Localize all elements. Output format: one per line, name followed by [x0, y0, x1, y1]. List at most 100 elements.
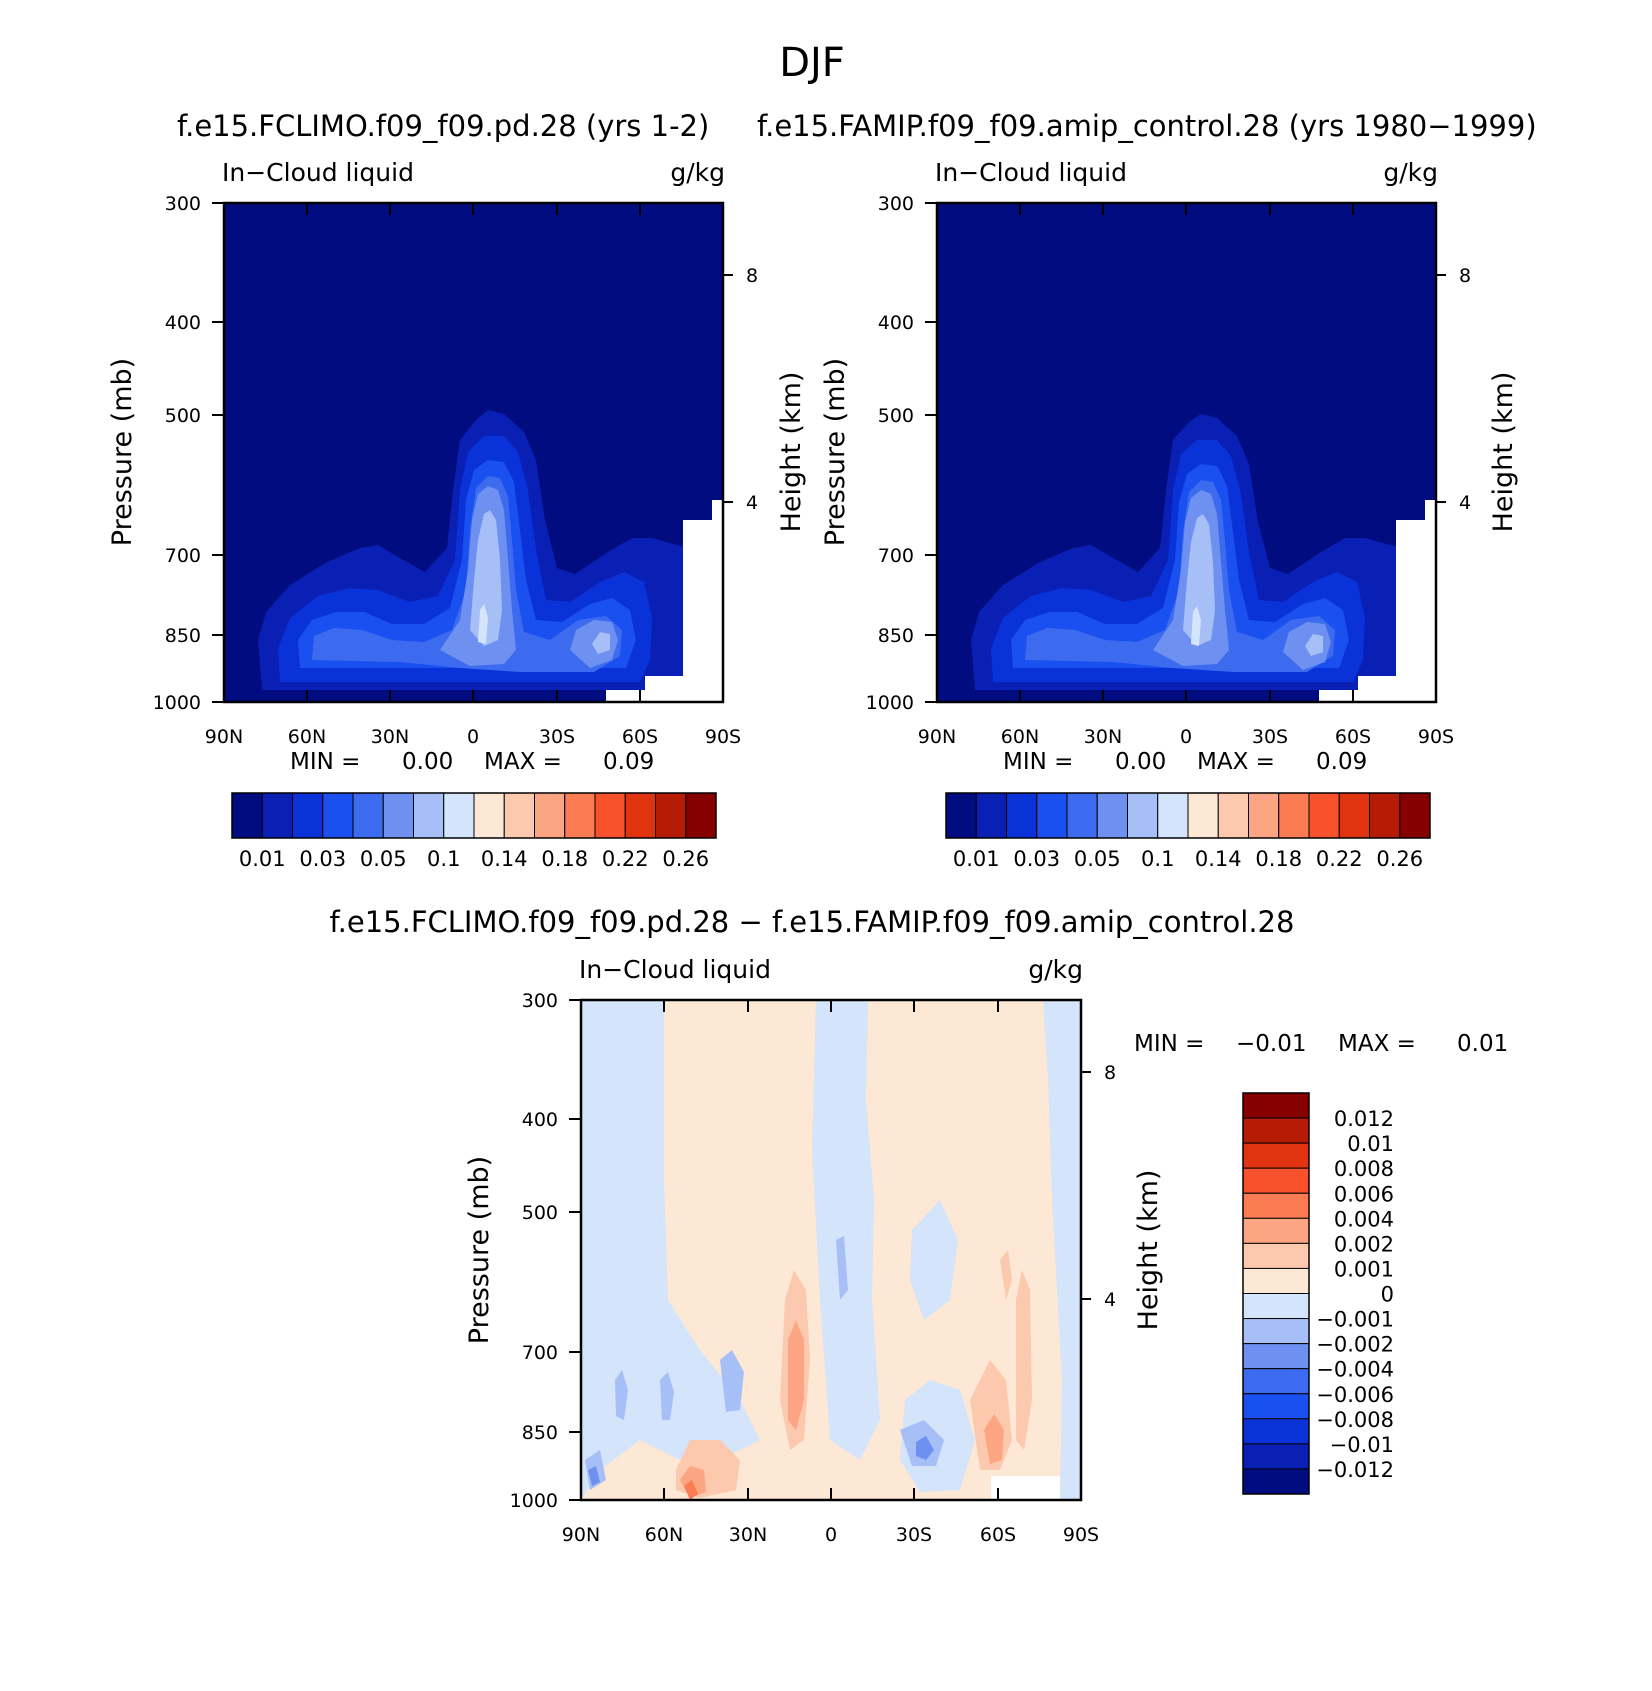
- colorbar-swatch: [261, 792, 293, 839]
- panel-a-title: f.e15.FCLIMO.f09_f09.pd.28 (yrs 1-2): [177, 109, 709, 143]
- panel-c-tick-marks: [569, 999, 1091, 1501]
- colorbar-label: 0.006: [1334, 1182, 1394, 1206]
- colorbar-swatch: [443, 792, 475, 839]
- panel-c-y-tick: 700: [522, 1342, 558, 1364]
- colorbar-label: 0.002: [1334, 1232, 1394, 1256]
- panel-a-x-tick: 90S: [705, 726, 741, 748]
- panel-a-y-tick: 500: [165, 405, 201, 427]
- panel-c-colorbar: 0.0120.010.0080.0060.0040.0020.0010−0.00…: [1242, 1092, 1394, 1495]
- panel-a: In−Cloud liquid g/kg 90N 60N 30N 0 30S: [107, 158, 807, 871]
- panel-b-title: f.e15.FAMIP.f09_f09.amip_control.28 (yrs…: [757, 109, 1537, 143]
- colorbar-label: 0.14: [481, 847, 528, 871]
- panel-b-y-tick: 1000: [866, 692, 914, 714]
- colorbar-swatch: [1066, 792, 1098, 839]
- panel-c-variable: In−Cloud liquid: [579, 955, 771, 984]
- panel-c-units: g/kg: [1028, 955, 1083, 984]
- panel-c-y-tick: 300: [522, 990, 558, 1012]
- colorbar-swatch: [1127, 792, 1159, 839]
- panel-c-min-value: −0.01: [1236, 1031, 1306, 1057]
- panel-a-minmax: MIN = 0.00 MAX = 0.09: [290, 749, 654, 775]
- colorbar-swatch: [1242, 1142, 1310, 1169]
- colorbar-swatch: [1242, 1293, 1310, 1320]
- colorbar-swatch: [975, 792, 1007, 839]
- colorbar-label: −0.01: [1330, 1433, 1394, 1457]
- panel-c-height-tick-labels: 8 4: [1104, 1062, 1116, 1311]
- panel-c-x-tick: 60N: [645, 1524, 683, 1546]
- panel-a-height-tick-labels: 8 4: [746, 265, 758, 514]
- panel-b-y-tick-labels: 300 400 500 700 850 1000: [866, 193, 914, 714]
- panel-b-missing-data-mask: [1319, 500, 1436, 702]
- colorbar-swatch: [655, 792, 687, 839]
- panel-b-x-tick: 30S: [1252, 726, 1288, 748]
- panel-b-field: [937, 203, 1436, 702]
- colorbar-swatch: [1242, 1443, 1310, 1470]
- panel-c-title: f.e15.FCLIMO.f09_f09.pd.28 − f.e15.FAMIP…: [330, 905, 1295, 939]
- colorbar-label: −0.004: [1316, 1358, 1394, 1382]
- panel-b-height-tick: 4: [1459, 492, 1471, 514]
- colorbar-swatch: [382, 792, 414, 839]
- panel-a-y-tick: 400: [165, 312, 201, 334]
- panel-a-y-tick: 700: [165, 545, 201, 567]
- colorbar-swatch: [1242, 1393, 1310, 1420]
- colorbar-label: 0.18: [541, 847, 588, 871]
- panel-c-x-tick-labels: 90N 60N 30N 0 30S 60S 90S: [562, 1524, 1099, 1546]
- colorbar-label: −0.001: [1316, 1308, 1394, 1332]
- colorbar-swatch: [473, 792, 505, 839]
- colorbar-label: 0.05: [360, 847, 407, 871]
- panel-c-x-tick: 90S: [1063, 1524, 1099, 1546]
- panel-c-positive-blobs-level-2: [676, 1250, 1032, 1498]
- colorbar-swatch: [685, 792, 717, 839]
- colorbar-frame: [945, 792, 1431, 839]
- panel-a-contour-level-3: [298, 460, 636, 668]
- colorbar-swatch: [1242, 1318, 1310, 1345]
- colorbar-label: 0.001: [1334, 1257, 1394, 1281]
- colorbar-swatch: [1278, 792, 1310, 839]
- colorbar-frame: [231, 792, 717, 839]
- page-title: DJF: [779, 40, 845, 86]
- colorbar-label: 0.01: [239, 847, 286, 871]
- panel-a-variable: In−Cloud liquid: [222, 158, 414, 187]
- panel-a-x-tick: 90N: [205, 726, 243, 748]
- colorbar-swatch: [1242, 1368, 1310, 1395]
- colorbar-swatch: [1157, 792, 1189, 839]
- colorbar-label: 0.22: [1316, 847, 1363, 871]
- panel-a-max-value: 0.09: [603, 749, 654, 775]
- colorbar-swatch: [322, 792, 354, 839]
- panel-b-max-label: MAX =: [1197, 749, 1275, 775]
- colorbar-label: 0.1: [1141, 847, 1174, 871]
- panel-b-x-tick: 30N: [1084, 726, 1122, 748]
- colorbar-label: 0.03: [1013, 847, 1060, 871]
- panel-a-y-tick: 850: [165, 625, 201, 647]
- panel-c-negative-band-west: [581, 1000, 760, 1500]
- panel-b-x-tick: 90S: [1418, 726, 1454, 748]
- colorbar-swatch: [1036, 792, 1068, 839]
- colorbar-swatch: [1217, 792, 1249, 839]
- panel-c-height-tick: 8: [1104, 1062, 1116, 1084]
- colorbar-swatch: [1242, 1343, 1310, 1370]
- panel-b-min-value: 0.00: [1115, 749, 1166, 775]
- colorbar-label: 0.01: [953, 847, 1000, 871]
- colorbar-swatch: [1242, 1267, 1310, 1294]
- panel-a-height-tick: 4: [746, 492, 758, 514]
- panel-c-minmax: MIN = −0.01 MAX = 0.01: [1134, 1031, 1508, 1057]
- panel-a-x-tick: 30S: [539, 726, 575, 748]
- colorbar-swatch: [352, 792, 384, 839]
- colorbar-swatch: [1242, 1092, 1310, 1119]
- colorbar-swatch: [1242, 1117, 1310, 1144]
- colorbar-label: 0.008: [1334, 1157, 1394, 1181]
- panel-a-y-tick-labels: 300 400 500 700 850 1000: [153, 193, 201, 714]
- colorbar-swatch: [1242, 1468, 1310, 1495]
- panel-c-y-tick: 850: [522, 1422, 558, 1444]
- colorbar-swatch: [1248, 792, 1280, 839]
- panel-c-negative-band-equator: [812, 1000, 880, 1460]
- colorbar-label: −0.006: [1316, 1383, 1394, 1407]
- panel-b-contour-level-7: [1191, 606, 1201, 646]
- panel-b-contour-level-4: [1025, 480, 1335, 672]
- colorbar-swatch: [1242, 1418, 1310, 1445]
- panel-a-y-tick: 300: [165, 193, 201, 215]
- panel-a-x-tick-labels: 90N 60N 30N 0 30S 60S 90S: [205, 726, 741, 748]
- panel-b-y-tick: 500: [878, 405, 914, 427]
- colorbar-label: 0.03: [299, 847, 346, 871]
- panel-a-tick-marks: [212, 202, 733, 703]
- panel-b-y-tick: 300: [878, 193, 914, 215]
